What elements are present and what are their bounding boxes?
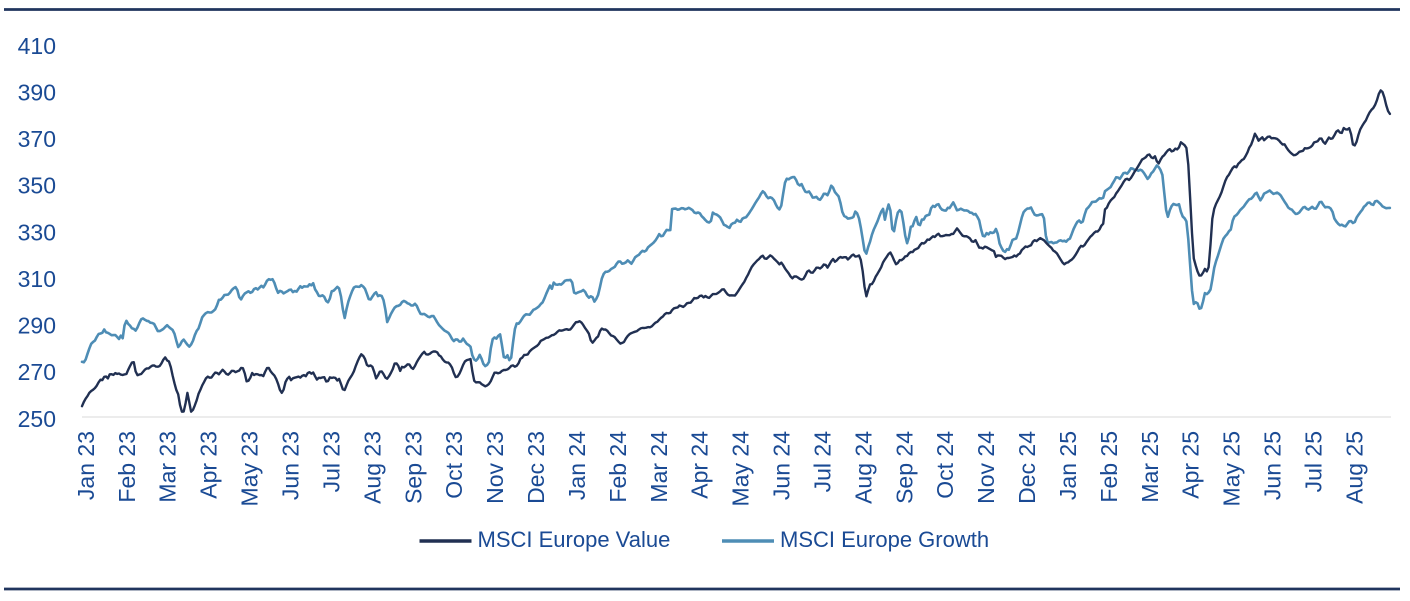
- svg-text:330: 330: [18, 219, 56, 245]
- svg-text:Aug 25: Aug 25: [1341, 431, 1367, 504]
- svg-text:Aug 24: Aug 24: [850, 431, 876, 504]
- svg-text:310: 310: [18, 266, 56, 292]
- svg-text:390: 390: [18, 79, 56, 105]
- svg-text:350: 350: [18, 173, 56, 199]
- svg-text:Jul 24: Jul 24: [810, 431, 836, 493]
- svg-text:Feb 25: Feb 25: [1096, 431, 1122, 503]
- svg-text:Mar 23: Mar 23: [155, 431, 181, 503]
- svg-text:Jun 23: Jun 23: [278, 431, 304, 500]
- svg-text:Jul 25: Jul 25: [1301, 431, 1327, 492]
- svg-text:May 23: May 23: [237, 431, 263, 506]
- svg-text:270: 270: [18, 359, 56, 385]
- svg-text:Dec 23: Dec 23: [523, 431, 549, 504]
- svg-text:May 24: May 24: [728, 431, 754, 507]
- svg-text:Jan 25: Jan 25: [1055, 431, 1081, 500]
- svg-text:290: 290: [18, 313, 56, 339]
- svg-text:Sep 24: Sep 24: [891, 431, 917, 504]
- svg-text:Oct 24: Oct 24: [932, 431, 958, 499]
- svg-text:Feb 24: Feb 24: [605, 431, 631, 503]
- svg-text:Jan 23: Jan 23: [73, 431, 99, 500]
- svg-text:Jan 24: Jan 24: [564, 431, 590, 500]
- svg-text:Apr 24: Apr 24: [687, 431, 713, 499]
- svg-text:Apr 23: Apr 23: [196, 431, 222, 499]
- svg-text:410: 410: [18, 33, 56, 59]
- svg-text:MSCI Europe Value: MSCI Europe Value: [478, 527, 671, 552]
- svg-text:Mar 25: Mar 25: [1137, 431, 1163, 503]
- svg-text:MSCI Europe Growth: MSCI Europe Growth: [780, 527, 989, 552]
- svg-text:370: 370: [18, 126, 56, 152]
- svg-text:Nov 23: Nov 23: [482, 431, 508, 504]
- svg-text:Nov 24: Nov 24: [973, 431, 999, 504]
- svg-text:Oct 23: Oct 23: [441, 431, 467, 499]
- svg-text:Jun 25: Jun 25: [1260, 431, 1286, 500]
- svg-text:Dec 24: Dec 24: [1014, 431, 1040, 504]
- svg-text:Aug 23: Aug 23: [359, 431, 385, 504]
- svg-text:Mar 24: Mar 24: [646, 431, 672, 503]
- svg-text:250: 250: [18, 406, 56, 432]
- svg-text:Jul 23: Jul 23: [318, 431, 344, 492]
- svg-text:Apr 25: Apr 25: [1178, 431, 1204, 499]
- svg-text:Jun 24: Jun 24: [769, 431, 795, 500]
- svg-text:Feb 23: Feb 23: [114, 431, 140, 503]
- svg-text:May 25: May 25: [1219, 431, 1245, 506]
- svg-text:Sep 23: Sep 23: [400, 431, 426, 504]
